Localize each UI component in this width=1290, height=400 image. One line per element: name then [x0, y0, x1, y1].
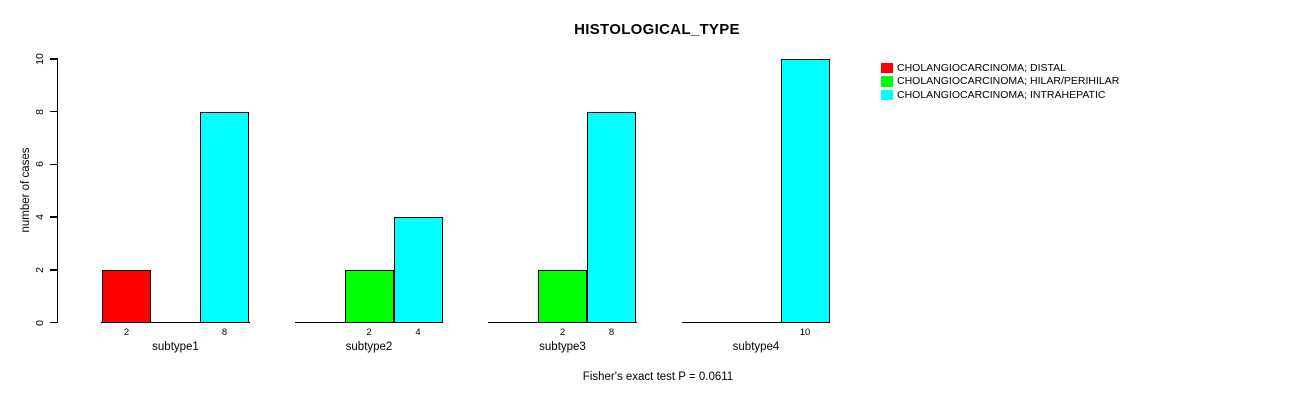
y-axis-tick [49, 321, 57, 324]
x-category-label: subtype4 [732, 341, 780, 353]
bar-value-label: 2 [123, 326, 130, 338]
legend-item-label: CHOLANGIOCARCINOMA; INTRAHEPATIC [897, 88, 1106, 101]
y-axis-tick [49, 216, 57, 218]
bar [538, 269, 587, 324]
x-category-label: subtype1 [152, 341, 199, 353]
bar-value-label: 4 [415, 326, 421, 338]
legend: CHOLANGIOCARCINOMA; DISTAL CHOLANGIOCARCI… [881, 61, 1119, 102]
legend-item: CHOLANGIOCARCINOMA; HILAR/PERIHILAR [881, 75, 1119, 89]
bar-value-label: 2 [366, 326, 372, 338]
legend-item-label: CHOLANGIOCARCINOMA; HILAR/PERIHILAR [897, 75, 1120, 88]
x-axis-baseline [101, 321, 250, 324]
legend-swatch [881, 62, 893, 74]
y-axis-label: number of cases [20, 147, 32, 233]
bar [102, 269, 151, 324]
y-tick-label: 8 [34, 108, 46, 115]
bar [344, 269, 394, 324]
y-tick-label: 4 [34, 214, 46, 221]
chart-title: HISTOLOGICAL_TYPE [574, 21, 740, 38]
y-tick-label: 0 [34, 319, 46, 326]
bar [587, 111, 636, 324]
x-category-label: subtype2 [345, 341, 393, 353]
legend-swatch [881, 89, 893, 101]
y-axis-tick [49, 163, 57, 166]
y-axis-tick [49, 58, 57, 60]
bar-value-label: 8 [608, 326, 615, 338]
footnote: Fisher's exact test P = 0.0611 [582, 371, 734, 383]
y-axis-line [56, 58, 58, 324]
legend-item-label: CHOLANGIOCARCINOMA; DISTAL [897, 61, 1066, 74]
x-axis-baseline [681, 321, 831, 324]
y-tick-label: 6 [34, 161, 46, 168]
legend-item: CHOLANGIOCARCINOMA; INTRAHEPATIC [881, 88, 1119, 102]
bar [200, 111, 249, 324]
x-category-label: subtype3 [539, 341, 586, 353]
bar-value-label: 10 [799, 326, 811, 338]
bar [393, 217, 443, 324]
y-axis-tick [49, 110, 57, 113]
legend-item: CHOLANGIOCARCINOMA; DISTAL [881, 61, 1119, 75]
legend-swatch [881, 76, 893, 87]
bar [780, 59, 830, 324]
y-tick-label: 2 [34, 266, 46, 273]
y-tick-label: 10 [34, 53, 46, 65]
y-axis-tick [49, 269, 57, 271]
bar-value-label: 2 [559, 326, 566, 338]
bar-value-label: 8 [221, 326, 228, 338]
